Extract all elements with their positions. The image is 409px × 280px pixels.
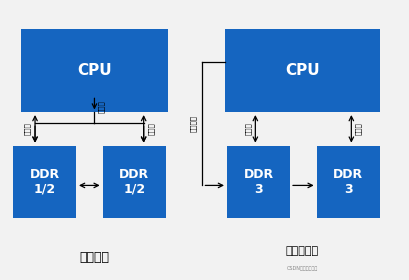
Text: DDR
3: DDR 3 bbox=[333, 168, 363, 196]
Text: CPU: CPU bbox=[77, 63, 112, 78]
Text: CSDN程老哥界精华: CSDN程老哥界精华 bbox=[287, 266, 318, 271]
Text: 数据线: 数据线 bbox=[355, 122, 362, 135]
Text: CPU: CPU bbox=[285, 63, 320, 78]
Text: 地址线: 地址线 bbox=[99, 100, 105, 113]
Text: 数据线: 数据线 bbox=[245, 122, 251, 135]
Text: 星形拓补: 星形拓补 bbox=[79, 251, 110, 263]
Text: 数据线: 数据线 bbox=[148, 122, 154, 135]
Text: DDR
1/2: DDR 1/2 bbox=[119, 168, 149, 196]
FancyBboxPatch shape bbox=[21, 29, 168, 112]
Text: DDR
3: DDR 3 bbox=[243, 168, 274, 196]
FancyBboxPatch shape bbox=[225, 29, 380, 112]
Text: 数据线: 数据线 bbox=[25, 122, 31, 135]
FancyBboxPatch shape bbox=[317, 146, 380, 218]
FancyBboxPatch shape bbox=[227, 146, 290, 218]
Text: DDR
1/2: DDR 1/2 bbox=[29, 168, 60, 196]
FancyBboxPatch shape bbox=[13, 146, 76, 218]
Text: 菊花链拓扑: 菊花链拓扑 bbox=[286, 246, 319, 256]
FancyBboxPatch shape bbox=[103, 146, 166, 218]
Text: 等价地址: 等价地址 bbox=[190, 115, 197, 132]
